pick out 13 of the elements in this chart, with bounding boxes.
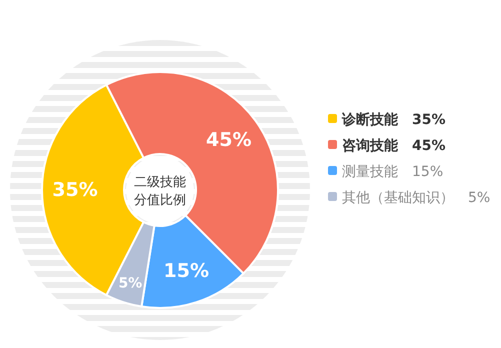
data-label: 5%: [118, 275, 142, 292]
legend-label: 测量技能: [342, 164, 398, 180]
data-label: 15%: [164, 260, 210, 282]
legend-label: 诊断技能: [341, 112, 399, 128]
text: 二级技能分值比例: [134, 175, 186, 208]
data-label: 45%: [206, 129, 252, 152]
text: 45%: [412, 138, 446, 154]
legend-label: 其他（基础知识）: [342, 190, 454, 206]
data-label: 35%: [52, 179, 98, 201]
legend-label: 咨询技能: [342, 138, 399, 154]
text: 35%: [412, 112, 446, 128]
text: 5%: [468, 190, 490, 206]
text: 15%: [412, 164, 444, 180]
